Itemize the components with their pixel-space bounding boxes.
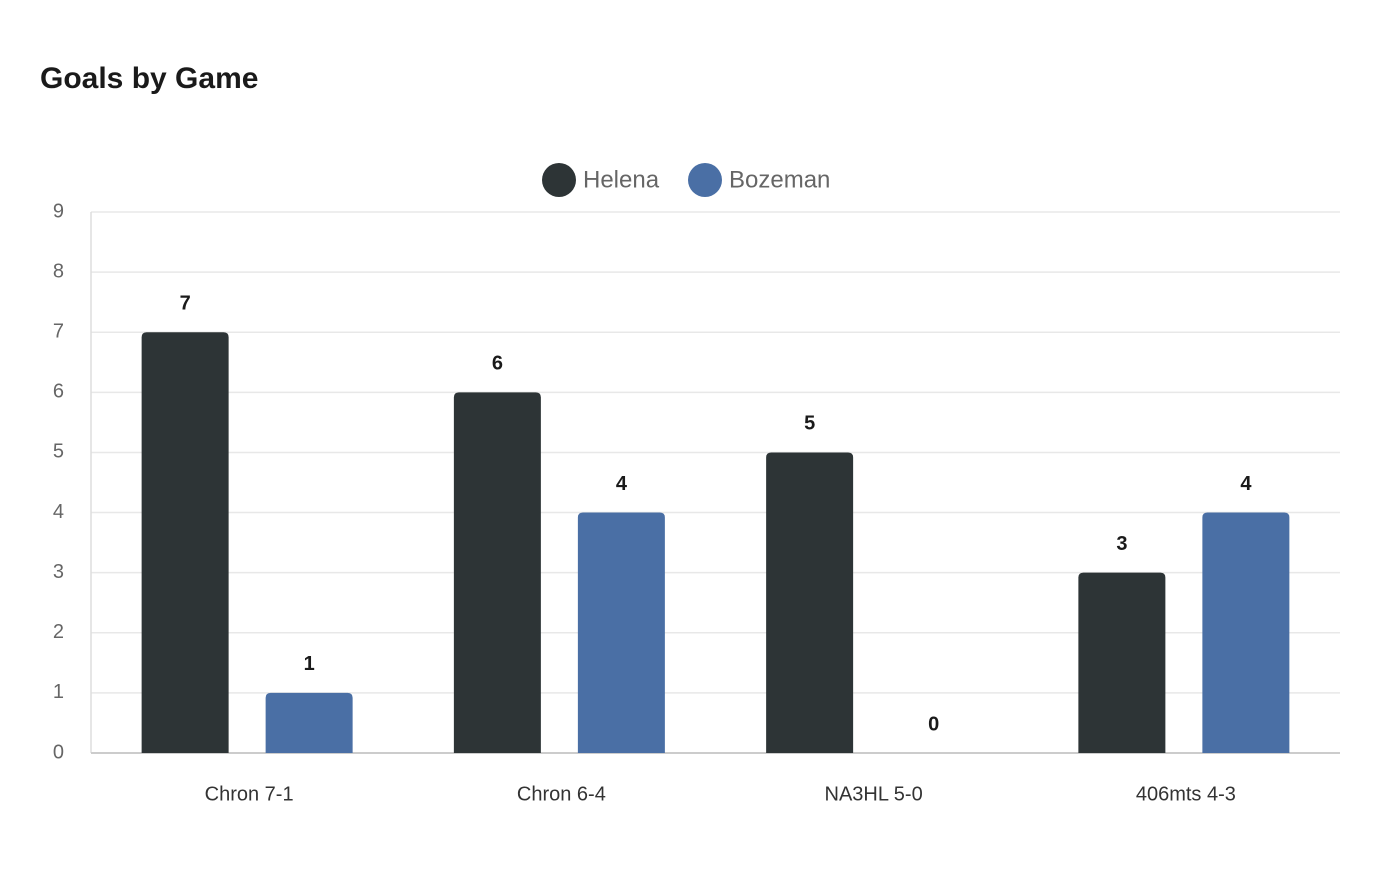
- legend-label: Bozeman: [729, 166, 830, 193]
- y-tick-label: 2: [53, 621, 64, 643]
- x-tick-label: Chron 7-1: [205, 783, 294, 805]
- y-tick-label: 9: [53, 200, 64, 222]
- bar: [766, 452, 854, 753]
- data-label: 6: [492, 353, 503, 375]
- y-tick-label: 5: [53, 441, 64, 463]
- y-tick-label: 4: [53, 501, 64, 523]
- y-tick-label: 1: [53, 681, 64, 703]
- legend-marker: [542, 163, 576, 197]
- bar: [1202, 512, 1290, 753]
- x-tick-label: 406mts 4-3: [1136, 783, 1236, 805]
- y-tick-label: 0: [53, 741, 64, 763]
- legend-label: Helena: [583, 166, 660, 193]
- y-tick-label: 6: [53, 381, 64, 403]
- data-label: 3: [1116, 533, 1127, 555]
- bar: [141, 332, 229, 753]
- data-label: 1: [304, 653, 315, 675]
- data-label: 4: [616, 473, 628, 495]
- chart-title: Goals by Game: [40, 62, 258, 95]
- bar: [265, 692, 353, 753]
- y-tick-label: 7: [53, 321, 64, 343]
- x-tick-label: NA3HL 5-0: [825, 783, 923, 805]
- bar: [577, 512, 665, 753]
- data-label: 7: [180, 293, 191, 315]
- x-tick-label: Chron 6-4: [517, 783, 606, 805]
- y-tick-label: 8: [53, 260, 64, 282]
- bar: [1078, 572, 1166, 753]
- legend-marker: [688, 163, 722, 197]
- bar: [453, 392, 541, 753]
- data-label: 4: [1240, 473, 1252, 495]
- y-tick-label: 3: [53, 561, 64, 583]
- data-label: 5: [804, 413, 815, 435]
- data-label: 0: [928, 713, 939, 735]
